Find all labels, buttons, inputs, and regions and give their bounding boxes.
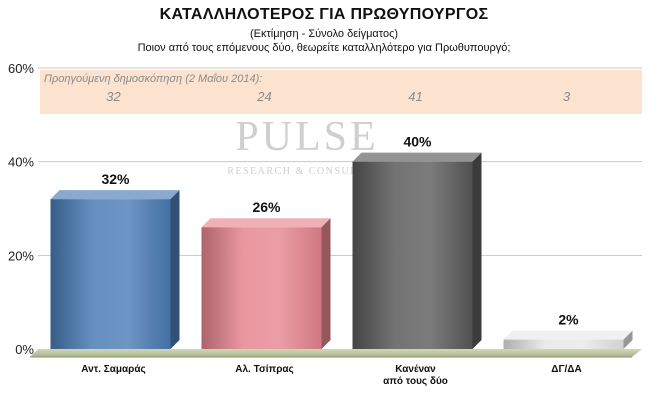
- gridlines: 0% 20% 40% 60%: [8, 61, 642, 357]
- data-label: 32%: [101, 171, 130, 187]
- chart-floor-surface: [30, 349, 642, 357]
- bar: [503, 339, 624, 349]
- x-tick-label: Κανέναν: [395, 364, 436, 375]
- bar-side: [321, 218, 331, 349]
- watermark-tagline: RESEARCH & CONSULTING: [227, 166, 386, 177]
- bar-top: [50, 190, 180, 200]
- bar-side: [472, 152, 482, 349]
- bar: [352, 161, 473, 349]
- y-tick-label: 0%: [15, 342, 34, 357]
- bar-top: [503, 330, 633, 340]
- chart-title: ΚΑΤΑΛΛΗΛΟΤΕΡΟΣ ΓΙΑ ΠΡΩΘΥΠΟΥΡΓΟΣ: [159, 6, 489, 23]
- bar: [50, 199, 171, 349]
- x-tick-label: Αντ. Σαμαράς: [81, 364, 145, 375]
- x-tick-label: Αλ. Τσίπρας: [235, 364, 294, 375]
- y-tick-label: 60%: [8, 61, 34, 76]
- previous-poll-label: Προηγούμενη δημοσκόπηση (2 Μαΐου 2014):: [44, 72, 262, 85]
- x-tick-label: ΔΓ/ΔΑ: [551, 364, 581, 375]
- data-label: 40%: [403, 134, 432, 150]
- data-label: 2%: [558, 312, 579, 328]
- bar-side: [170, 190, 180, 349]
- previous-poll-band: Προηγούμενη δημοσκόπηση (2 Μαΐου 2014):: [40, 70, 642, 114]
- y-tick-label: 20%: [8, 248, 34, 263]
- bar-top: [352, 152, 482, 162]
- chart-floor: [30, 349, 642, 358]
- previous-poll-value: 41: [408, 89, 422, 104]
- bars: [50, 152, 633, 349]
- y-tick-label: 40%: [8, 155, 34, 170]
- chart-subtitle: (Εκτίμηση - Σύνολο δείγματος): [249, 28, 399, 40]
- bar: [201, 227, 322, 349]
- watermark-brand: PULSE: [235, 114, 378, 160]
- previous-poll-value: 3: [563, 89, 571, 104]
- pulse-watermark: PULSE RESEARCH & CONSULTING: [227, 114, 386, 177]
- x-tick-label: από τους δύο: [383, 376, 448, 387]
- previous-poll-value: 24: [256, 89, 271, 104]
- previous-poll-band-bg: [40, 70, 642, 114]
- data-label: 26%: [252, 199, 281, 215]
- previous-poll-value: 32: [106, 89, 121, 104]
- bar-side: [623, 330, 633, 349]
- bar-top: [201, 218, 331, 228]
- survey-question: Ποιον από τους επόμενους δύο, θεωρείτε κ…: [137, 42, 511, 54]
